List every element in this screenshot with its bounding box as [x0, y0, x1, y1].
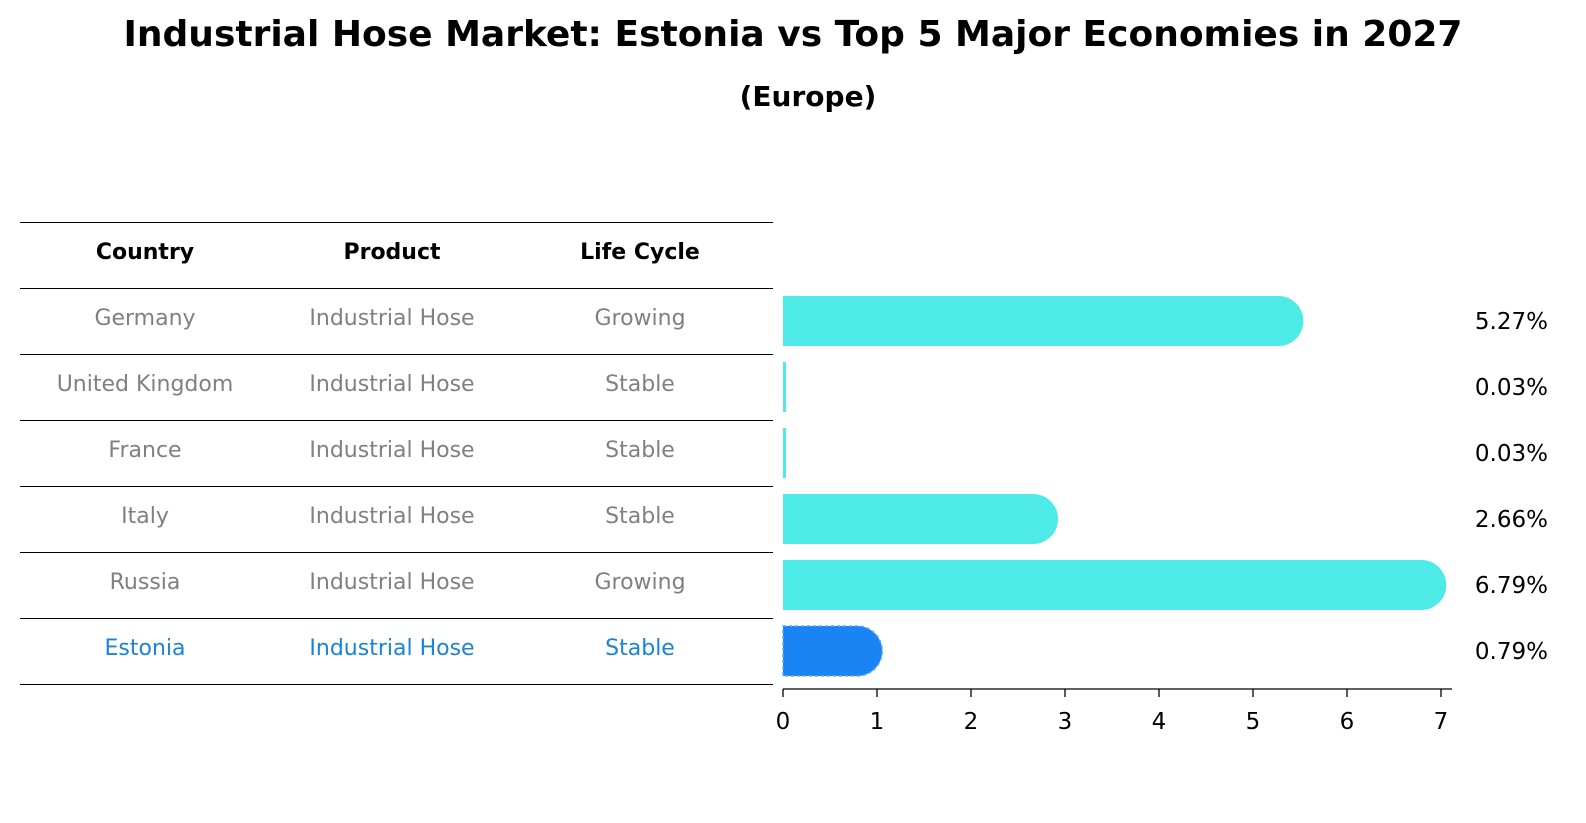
chart-title: Industrial Hose Market: Estonia vs Top 5…: [123, 14, 1463, 55]
cell-life-cycle: Stable: [605, 636, 675, 661]
table-rule: [20, 354, 773, 355]
x-tick-label: 5: [1246, 709, 1261, 735]
cell-life-cycle: Stable: [605, 372, 675, 397]
x-tick-label: 0: [776, 709, 791, 735]
bar-germany: [783, 296, 1304, 346]
table-rule: [20, 420, 773, 421]
x-tick-label: 3: [1058, 709, 1073, 735]
bar-highlight-outline: [782, 625, 883, 677]
chart-subtitle: (Europe): [739, 80, 877, 113]
table-rule: [20, 684, 773, 685]
table-rule: [20, 288, 773, 289]
cell-country: Russia: [109, 570, 181, 595]
cell-life-cycle: Growing: [594, 306, 686, 331]
table-rule: [20, 486, 773, 487]
value-label: 6.79%: [1475, 573, 1548, 599]
header-life-cycle: Life Cycle: [580, 240, 700, 265]
x-tick-label: 1: [870, 709, 885, 735]
cell-life-cycle: Stable: [605, 504, 675, 529]
cell-product: Industrial Hose: [309, 306, 475, 331]
cell-country: Italy: [121, 504, 169, 529]
value-label: 0.79%: [1475, 639, 1548, 665]
cell-country: Germany: [94, 306, 196, 331]
x-tick-label: 4: [1152, 709, 1167, 735]
table-rule: [20, 552, 773, 553]
bar-russia: [783, 560, 1447, 610]
cell-country: United Kingdom: [56, 372, 234, 397]
value-label: 0.03%: [1475, 441, 1548, 467]
cell-product: Industrial Hose: [309, 636, 475, 661]
cell-product: Industrial Hose: [309, 438, 475, 463]
cell-life-cycle: Growing: [594, 570, 686, 595]
bar-estonia: [783, 626, 883, 676]
x-tick-label: 7: [1434, 709, 1449, 735]
cell-product: Industrial Hose: [309, 372, 475, 397]
value-label: 2.66%: [1475, 507, 1548, 533]
bar-france: [783, 428, 786, 478]
bar-italy: [783, 494, 1059, 544]
cell-country: Estonia: [104, 636, 186, 661]
cell-life-cycle: Stable: [605, 438, 675, 463]
x-tick-label: 6: [1340, 709, 1355, 735]
bar-united-kingdom: [783, 362, 786, 412]
header-country: Country: [95, 240, 195, 265]
table-rule: [20, 222, 773, 223]
header-product: Product: [343, 240, 441, 265]
value-label: 5.27%: [1475, 309, 1548, 335]
cell-country: France: [108, 438, 182, 463]
x-tick-label: 2: [964, 709, 979, 735]
cell-product: Industrial Hose: [309, 504, 475, 529]
cell-product: Industrial Hose: [309, 570, 475, 595]
table-rule: [20, 618, 773, 619]
value-label: 0.03%: [1475, 375, 1548, 401]
